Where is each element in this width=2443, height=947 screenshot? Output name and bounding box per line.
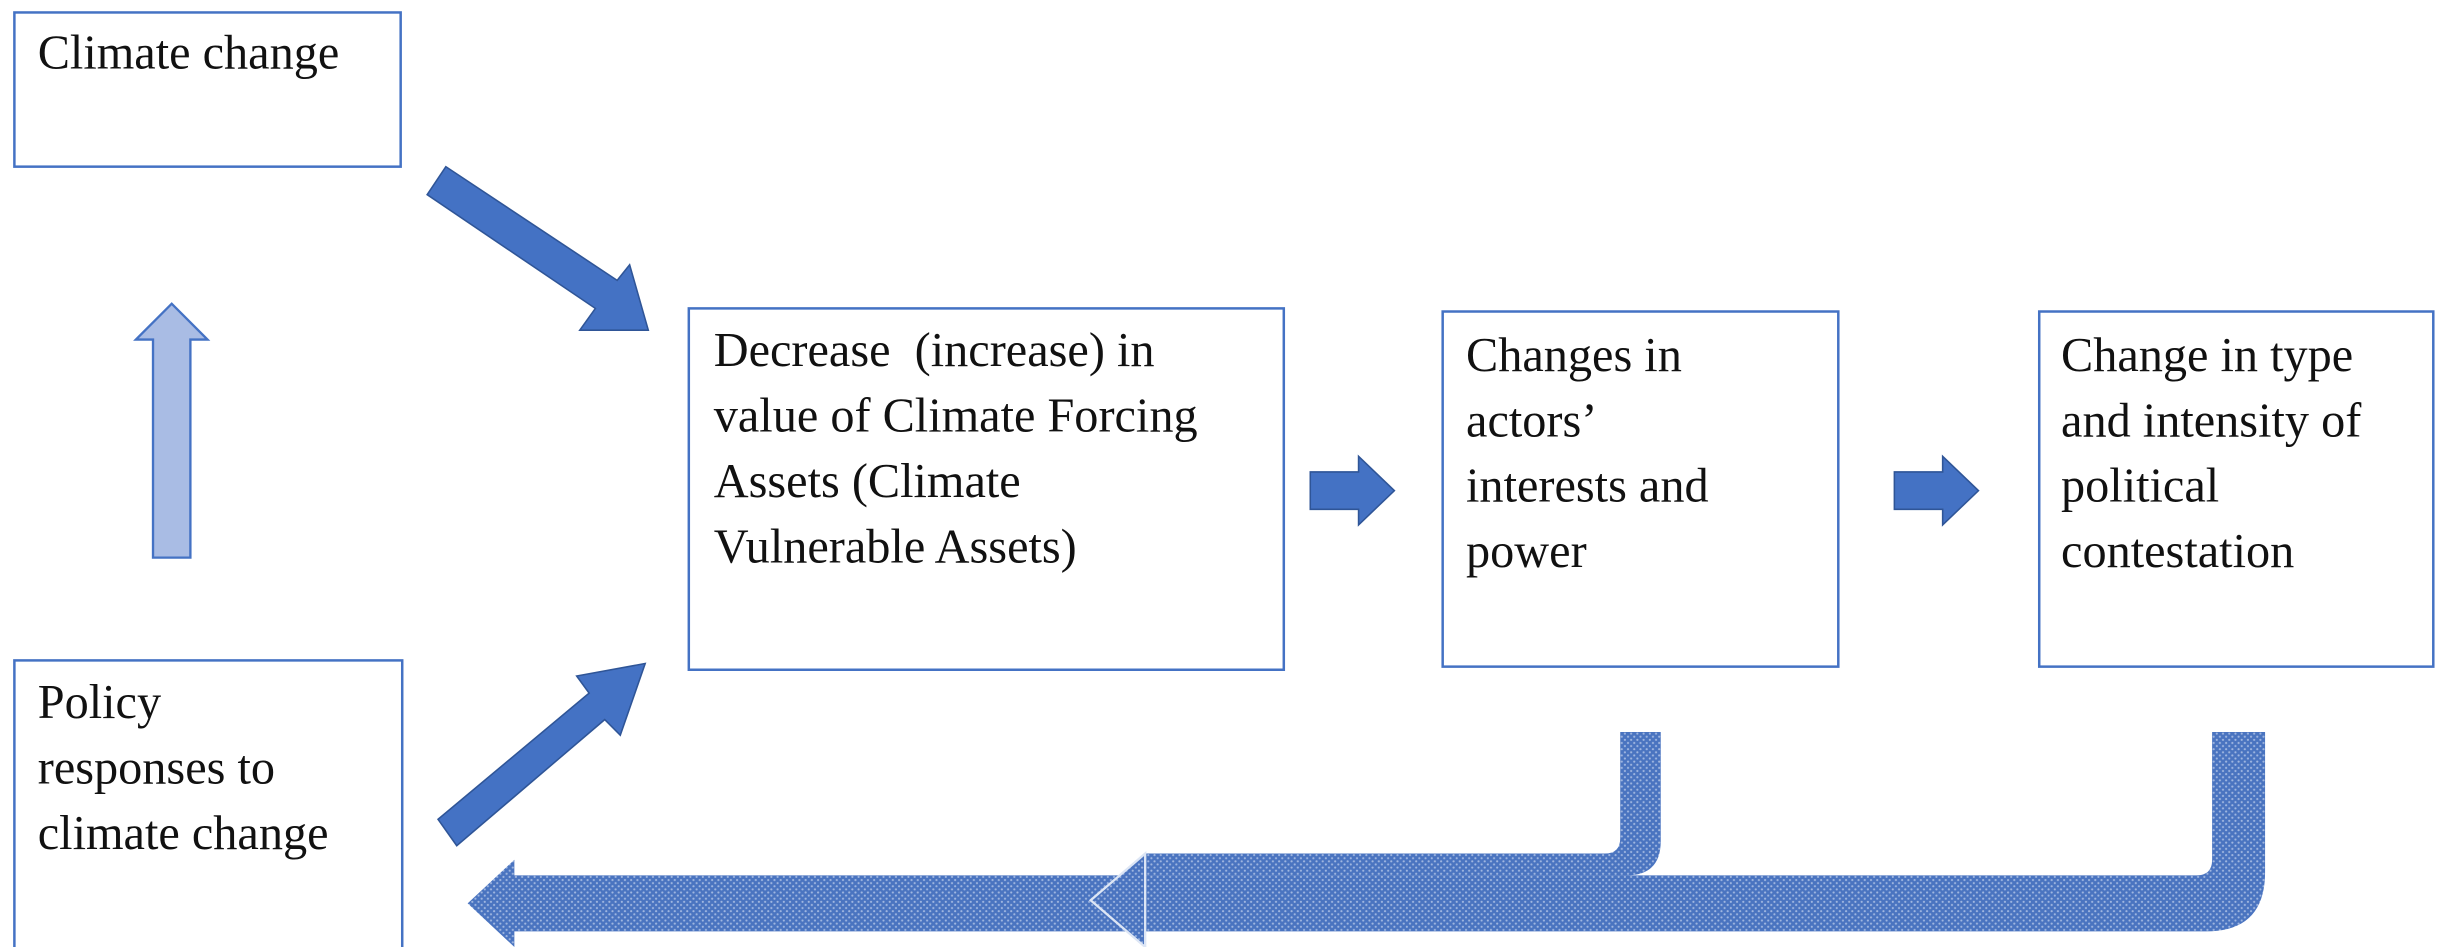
feedback-arrow [1145,732,1661,876]
node-label: Decrease (increase) in [714,324,1155,377]
box [13,11,402,168]
node-label: Changes in [1466,329,1682,382]
node-label: Climate change [38,27,340,80]
node-label: Change in type [2061,329,2353,382]
arrow [426,165,650,331]
node-label: responses to [38,742,275,795]
node-label: and intensity of [2061,394,2362,447]
labels: Climate change Policy responses to climate … [38,27,2362,860]
node-label: contestation [2061,525,2294,578]
node-label: political [2061,460,2219,513]
box [13,659,404,947]
arrow-head [1088,851,1147,947]
node-label: climate change [38,807,329,860]
box [687,307,1286,671]
arrow [436,662,647,847]
feedback-arrow [467,732,2266,947]
box [2037,310,2435,668]
node-label: actors’ [1466,394,1597,447]
node-label: Vulnerable Assets) [714,520,1077,573]
arrow [1309,454,1396,527]
node-label: Policy [38,676,161,729]
box [1441,310,1840,668]
node-label: power [1466,525,1587,578]
arrow [133,302,211,559]
node-label: Assets (Climate [714,455,1021,508]
node-label: interests and [1466,460,1709,513]
arrow [1893,454,1980,527]
node-label: value of Climate Forcing [714,390,1198,443]
